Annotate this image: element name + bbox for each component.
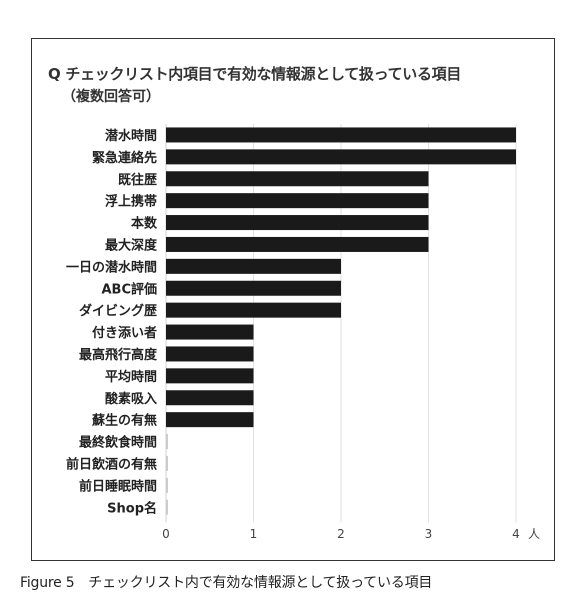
bar bbox=[166, 499, 168, 515]
bar bbox=[166, 215, 429, 231]
tick-label: 0 bbox=[162, 527, 170, 541]
bar bbox=[166, 390, 254, 406]
category-label: 前日飲酒の有無 bbox=[66, 456, 157, 472]
category-label: 緊急連絡先 bbox=[92, 150, 157, 166]
bar bbox=[166, 236, 429, 252]
bar bbox=[166, 302, 341, 318]
tick-label: 1 bbox=[250, 527, 258, 541]
category-label: 最大深度 bbox=[105, 237, 158, 253]
bar bbox=[166, 171, 429, 187]
bar bbox=[166, 280, 341, 296]
category-label: 一日の潜水時間 bbox=[66, 259, 157, 275]
bar bbox=[166, 434, 168, 450]
bar bbox=[166, 193, 429, 209]
category-label: Shop名 bbox=[107, 500, 157, 516]
category-label: 最高飛行高度 bbox=[79, 347, 158, 363]
category-label: 前日睡眠時間 bbox=[79, 478, 157, 494]
bar bbox=[166, 368, 254, 384]
category-label: 平均時間 bbox=[105, 369, 157, 385]
tick-label: 4 bbox=[512, 527, 520, 541]
chart-frame bbox=[31, 38, 555, 561]
chart-subtitle: （複数回答可） bbox=[62, 89, 160, 105]
bar bbox=[166, 455, 168, 471]
category-label: ダイビング歴 bbox=[79, 303, 157, 319]
bar bbox=[166, 127, 516, 143]
category-label: 蘇生の有無 bbox=[91, 413, 157, 429]
category-label: 既往歴 bbox=[118, 172, 157, 188]
category-label: 付き添い者 bbox=[92, 325, 157, 341]
chart-bars bbox=[166, 127, 516, 515]
category-label: 本数 bbox=[131, 216, 158, 232]
bar bbox=[166, 258, 341, 274]
tick-label: 3 bbox=[425, 527, 433, 541]
category-label: 浮上携帯 bbox=[105, 194, 157, 210]
category-label: ABC評価 bbox=[101, 281, 157, 297]
category-label: 最終飲食時間 bbox=[79, 435, 157, 451]
figure-caption: Figure 5 チェックリスト内で有効な情報源として扱っている項目 bbox=[20, 575, 433, 591]
bar bbox=[166, 149, 516, 165]
category-label: 酸素吸入 bbox=[105, 391, 157, 407]
tick-label: 2 bbox=[337, 527, 345, 541]
x-unit-label: 人 bbox=[528, 527, 540, 541]
category-label: 潜水時間 bbox=[105, 128, 157, 144]
bar bbox=[166, 477, 168, 493]
bar bbox=[166, 324, 254, 340]
bar bbox=[166, 346, 254, 362]
bar bbox=[166, 412, 254, 428]
chart-grid bbox=[165, 124, 517, 523]
chart-title: Q チェックリスト内項目で有効な情報源として扱っている項目 bbox=[48, 65, 462, 83]
